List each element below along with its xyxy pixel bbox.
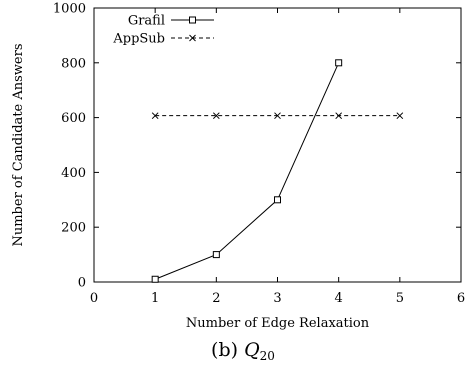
plot-frame bbox=[93, 7, 462, 283]
x-marker-stroke bbox=[274, 112, 281, 120]
data-point-appsub bbox=[396, 112, 404, 120]
data-point-grafil bbox=[151, 275, 159, 283]
caption-symbol: Q bbox=[244, 339, 260, 361]
y-tick-label: 1000 bbox=[53, 2, 86, 17]
legend-marker-grafil bbox=[189, 16, 196, 24]
data-point-grafil bbox=[274, 196, 281, 204]
legend-label-appsub: AppSub bbox=[112, 32, 165, 47]
y-axis-label: Number of Candidate Answers bbox=[11, 43, 26, 246]
x-tick-label: 1 bbox=[151, 291, 159, 306]
y-tick-label: 600 bbox=[61, 111, 86, 126]
caption-prefix: (b) bbox=[211, 339, 244, 361]
y-tick-label: 400 bbox=[61, 166, 86, 181]
x-tick-label: 0 bbox=[90, 291, 98, 306]
y-tick-label: 0 bbox=[78, 276, 86, 291]
x-marker-stroke bbox=[212, 112, 220, 120]
caption: (b) Q20 bbox=[211, 339, 275, 363]
x-marker-stroke bbox=[335, 112, 343, 120]
x-marker-stroke bbox=[151, 112, 159, 120]
data-point-appsub bbox=[335, 112, 343, 120]
x-tick-label: 5 bbox=[396, 291, 404, 306]
series-grafil bbox=[151, 59, 343, 283]
data-point-appsub bbox=[151, 112, 159, 120]
data-point-grafil bbox=[212, 251, 220, 259]
x-tick-label: 6 bbox=[457, 291, 465, 306]
x-tick-label: 3 bbox=[273, 291, 281, 306]
legend-label-grafil: Grafil bbox=[128, 14, 165, 29]
legend: Grafil AppSub bbox=[112, 14, 214, 47]
legend-marker-appsub bbox=[189, 34, 196, 42]
caption-subscript: 20 bbox=[260, 349, 275, 363]
x-axis-label: Number of Edge Relaxation bbox=[186, 316, 370, 331]
x-marker-stroke bbox=[396, 112, 404, 120]
series-layer bbox=[151, 59, 404, 283]
x-tick-label: 4 bbox=[335, 291, 343, 306]
axis-ticks: 0 1 2 3 4 5 6 0 200 400 600 800 1000 bbox=[53, 2, 465, 307]
series-appsub bbox=[151, 112, 404, 120]
data-point-appsub bbox=[274, 112, 281, 120]
data-point-grafil bbox=[335, 59, 343, 67]
x-marker-stroke bbox=[189, 34, 196, 42]
data-point-appsub bbox=[212, 112, 220, 120]
series-line-grafil bbox=[154, 62, 340, 280]
x-tick-label: 2 bbox=[212, 291, 220, 306]
y-tick-label: 800 bbox=[61, 56, 86, 71]
y-tick-label: 200 bbox=[61, 221, 86, 236]
